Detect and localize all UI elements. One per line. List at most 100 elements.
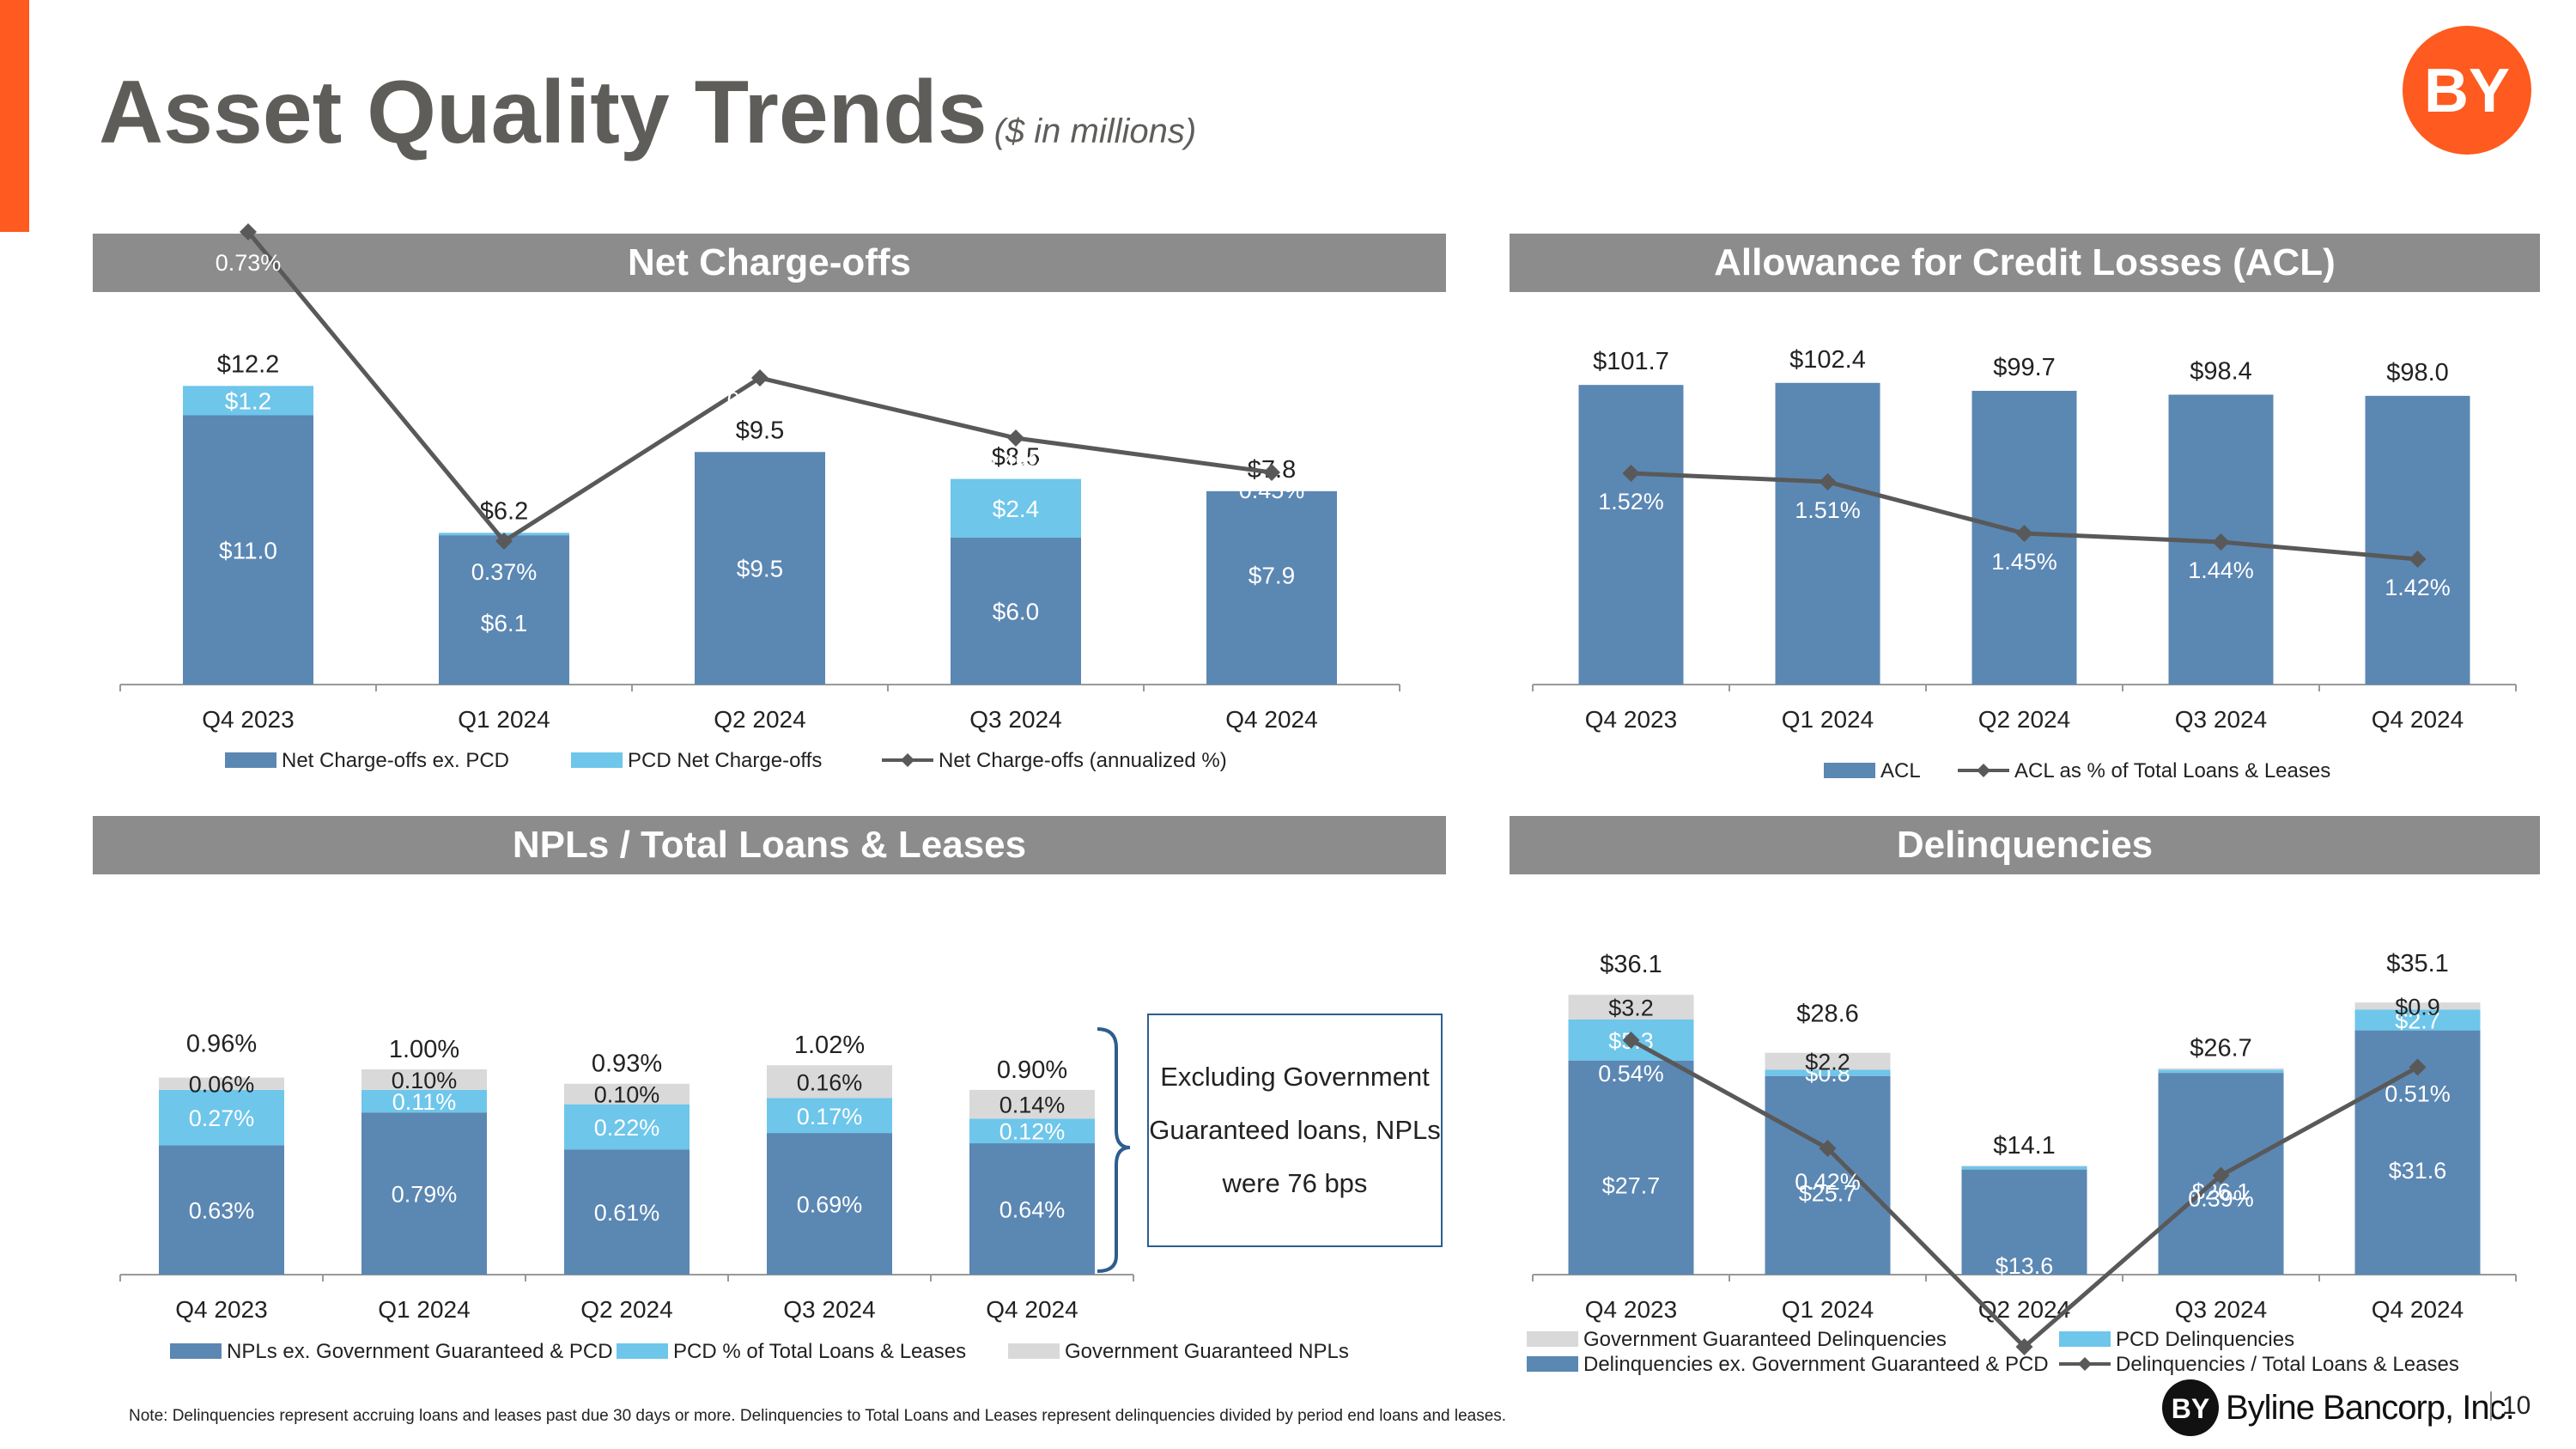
del-legend-line-marker (2078, 1357, 2092, 1371)
acl-legend-bar: ACL (1880, 759, 1921, 782)
nco-bar-ex-pcd (1206, 490, 1337, 685)
del-bar-seg-2 (1568, 995, 1694, 1020)
npl-bar-seg-2 (969, 1089, 1095, 1119)
acl-pct-label: 1.51% (1795, 497, 1861, 523)
acl-bar (1578, 385, 1684, 685)
npl-legend-gov-swatch (1008, 1343, 1060, 1359)
nco-total-label: $12.2 (217, 350, 280, 378)
nco-pcd-label: $2.4 (993, 496, 1040, 522)
npl-legend-ex: NPLs ex. Government Guaranteed & PCD (227, 1340, 613, 1363)
acl-category-label: Q4 2023 (1585, 706, 1677, 733)
del-seg-label-2: $0.9 (2395, 994, 2440, 1020)
del-line-marker (1819, 1140, 1837, 1157)
npl-bar-seg-0 (767, 1133, 892, 1275)
del-seg-label-0: $13.6 (1996, 1253, 2054, 1279)
nco-line-marker (1263, 464, 1280, 481)
npl-seg-label-2: 0.14% (999, 1093, 1066, 1118)
footnote: Note: Delinquencies represent accruing l… (129, 1407, 1507, 1425)
npl-bar-seg-1 (361, 1089, 487, 1113)
page-title: Asset Quality Trends ($ in millions) (99, 63, 1197, 162)
npls-header: NPLs / Total Loans & Leases (93, 816, 1446, 874)
nco-pct-label: 0.37% (471, 559, 538, 585)
acl-category-label: Q2 2024 (1978, 706, 2070, 733)
npl-total-label: 1.02% (794, 1032, 865, 1059)
nco-ex-pcd-label: $6.0 (993, 599, 1040, 625)
acl-legend-line: ACL as % of Total Loans & Leases (2014, 759, 2330, 782)
npl-legend-pcd-swatch (617, 1343, 668, 1359)
footer-logo-icon: BY (2162, 1379, 2219, 1436)
npl-bar-seg-2 (767, 1065, 892, 1099)
del-bar-seg-1 (1961, 1166, 2087, 1170)
acl-category-label: Q3 2024 (2175, 706, 2267, 733)
accent-bar (0, 0, 29, 232)
del-pct-label: 0.42% (1795, 1169, 1861, 1195)
nco-total-label: $9.5 (736, 417, 784, 444)
acl-header: Allowance for Credit Losses (ACL) (1510, 234, 2540, 292)
del-bar-seg-0 (1961, 1169, 2087, 1275)
acl-category-label: Q4 2024 (2372, 706, 2464, 733)
npl-seg-label-0: 0.69% (797, 1192, 863, 1218)
acl-total-label: $102.4 (1789, 346, 1866, 374)
del-category-label: Q4 2023 (1585, 1296, 1677, 1323)
npl-bar-seg-0 (969, 1143, 1095, 1275)
del-seg-label-1: $2.7 (2395, 1008, 2440, 1033)
acl-pct-label: 1.52% (1598, 489, 1664, 514)
npl-legend-ex-swatch (170, 1343, 222, 1359)
nco-legend-line: Net Charge-offs (annualized %) (939, 749, 1227, 772)
del-bar-seg-2 (1765, 1052, 1891, 1070)
del-seg-label-0: $31.6 (2389, 1158, 2447, 1184)
nco-category-label: Q4 2024 (1225, 706, 1317, 733)
nco-bar-pcd (183, 386, 313, 416)
del-line-marker (2015, 1338, 2033, 1355)
npl-seg-label-1: 0.17% (797, 1104, 863, 1129)
nco-pct-label: 0.56% (727, 387, 793, 413)
nco-category-label: Q4 2023 (202, 706, 294, 733)
npl-category-label: Q4 2024 (986, 1296, 1078, 1323)
del-total-label: $14.1 (1993, 1132, 2056, 1160)
npl-seg-label-0: 0.61% (594, 1200, 660, 1226)
acl-legend-bar-swatch (1824, 763, 1875, 778)
npl-category-label: Q3 2024 (783, 1296, 875, 1323)
del-total-label: $28.6 (1796, 1001, 1859, 1028)
npl-seg-label-2: 0.06% (189, 1072, 255, 1098)
nco-legend-ex-pcd: Net Charge-offs ex. PCD (282, 749, 509, 772)
footer-logo-text: BY (2172, 1393, 2209, 1424)
del-category-label: Q1 2024 (1782, 1296, 1874, 1323)
del-pct-label: 0.54% (1598, 1061, 1664, 1087)
del-legend-gov: Government Guaranteed Delinquencies (1583, 1328, 1947, 1351)
npl-bar-seg-2 (564, 1083, 690, 1105)
logo-text: BY (2424, 57, 2510, 125)
nco-pct-label: 0.73% (216, 250, 282, 276)
acl-total-label: $98.0 (2386, 359, 2449, 387)
acl-line-marker (2015, 525, 2033, 542)
nco-category-label: Q1 2024 (458, 706, 550, 733)
del-pct-label: 0.51% (2385, 1081, 2451, 1107)
npl-seg-label-2: 0.16% (797, 1069, 863, 1095)
acl-bar (2365, 395, 2470, 685)
npl-total-label: 0.96% (186, 1031, 257, 1058)
del-pct-label: 0.39% (2188, 1186, 2254, 1212)
del-seg-label-2: $3.2 (1608, 995, 1654, 1021)
del-bar-seg-2 (2354, 1002, 2481, 1010)
acl-pct-label: 1.45% (1991, 549, 2057, 575)
acl-bar (1775, 382, 1880, 685)
del-line-marker (2212, 1166, 2230, 1184)
npl-category-label: Q2 2024 (580, 1296, 672, 1323)
page-subtitle: ($ in millions) (993, 113, 1197, 150)
nco-category-label: Q2 2024 (714, 706, 805, 733)
del-seg-label-0: $27.7 (1602, 1172, 1661, 1198)
npl-legend-pcd: PCD % of Total Loans & Leases (673, 1340, 966, 1363)
npl-seg-label-1: 0.11% (392, 1089, 457, 1115)
del-legend-ex-swatch (1527, 1356, 1578, 1372)
npl-seg-label-0: 0.79% (392, 1182, 458, 1208)
npl-seg-label-1: 0.22% (594, 1115, 660, 1141)
nco-line-marker (751, 369, 769, 387)
del-legend-pcd: PCD Delinquencies (2116, 1328, 2294, 1351)
npl-bar-seg-2 (361, 1069, 487, 1090)
acl-pct-label: 1.44% (2188, 557, 2254, 583)
npl-bar-seg-1 (969, 1118, 1095, 1144)
nco-ex-pcd-label: $6.1 (481, 610, 528, 636)
del-bar-seg-0 (1765, 1075, 1891, 1275)
npl-seg-label-1: 0.12% (999, 1119, 1066, 1145)
nco-bar-ex-pcd (951, 538, 1081, 685)
